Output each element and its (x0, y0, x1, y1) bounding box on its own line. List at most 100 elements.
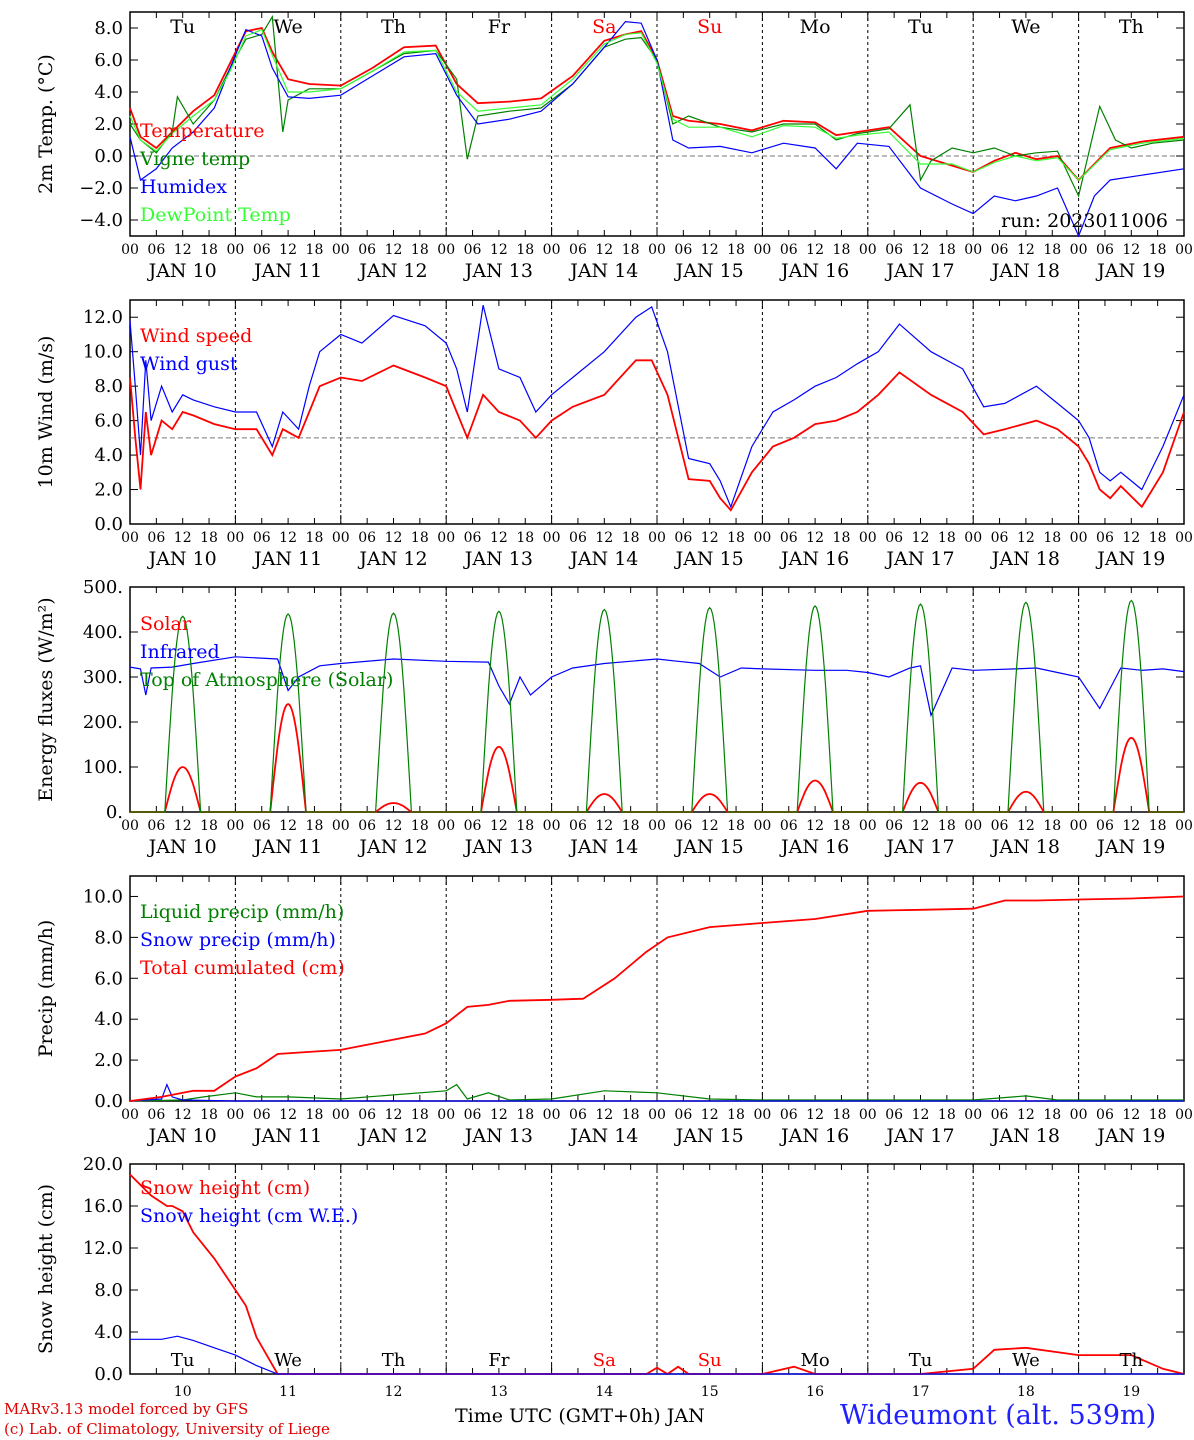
hour-tick-label: 12 (279, 242, 297, 258)
hour-tick-label: 00 (648, 530, 666, 546)
hour-tick-label: 00 (226, 530, 244, 546)
hour-tick-label: 00 (437, 530, 455, 546)
legend-entry: Vigne temp (139, 148, 250, 170)
lab-credit: (c) Lab. of Climatology, University of L… (4, 1420, 330, 1438)
hour-tick-label: 00 (648, 242, 666, 258)
series-line-wind-speed (129, 359, 1185, 512)
y-tick-label: 8.0 (94, 18, 123, 39)
hour-tick-label: 18 (200, 818, 218, 834)
date-label: JAN 12 (357, 548, 427, 570)
hour-tick-label: 00 (753, 530, 771, 546)
hour-tick-label: 12 (1122, 818, 1140, 834)
y-tick-label: 10.0 (83, 886, 123, 907)
date-label: JAN 16 (779, 260, 849, 282)
date-label: JAN 10 (147, 836, 217, 858)
series-line-snow-height-cm- (129, 1173, 1185, 1376)
weekday-label-bottom: We (274, 1350, 302, 1371)
hour-tick-label: 18 (306, 1107, 324, 1123)
hour-tick-label: 12 (1017, 242, 1035, 258)
hour-tick-label: 12 (385, 530, 403, 546)
date-label: JAN 14 (568, 1125, 638, 1147)
date-label: JAN 14 (568, 548, 638, 570)
y-tick-label: 0. (106, 802, 123, 823)
date-label: JAN 14 (568, 260, 638, 282)
hour-tick-label: 12 (595, 1107, 613, 1123)
weekday-label-top: We (1011, 16, 1040, 38)
weekday-label-bottom: Th (1119, 1350, 1143, 1371)
day-number-label: 13 (490, 1384, 508, 1400)
hour-tick-label: 12 (490, 1107, 508, 1123)
y-axis-label: Energy fluxes (W/m²) (35, 597, 57, 801)
date-label: JAN 11 (252, 1125, 322, 1147)
hour-tick-label: 06 (464, 1107, 482, 1123)
hour-tick-label: 06 (569, 530, 587, 546)
hour-tick-label: 18 (516, 530, 534, 546)
hour-tick-label: 12 (279, 1107, 297, 1123)
hour-tick-label: 18 (727, 1107, 745, 1123)
y-tick-label: 4.0 (94, 1322, 123, 1343)
series-line-total-cumulated-cm- (129, 895, 1185, 1102)
date-label: JAN 16 (779, 548, 849, 570)
date-label: JAN 19 (1095, 836, 1165, 858)
hour-tick-label: 00 (121, 1107, 139, 1123)
hour-tick-label: 00 (226, 242, 244, 258)
date-label: JAN 17 (884, 836, 954, 858)
hour-tick-label: 00 (859, 242, 877, 258)
time-axis-label: Time UTC (GMT+0h) JAN (455, 1405, 705, 1427)
date-label: JAN 13 (463, 1125, 533, 1147)
hour-tick-label: 12 (1122, 530, 1140, 546)
day-number-label: 16 (806, 1384, 824, 1400)
hour-tick-label: 18 (833, 1107, 851, 1123)
hour-tick-label: 18 (411, 530, 429, 546)
hour-tick-label: 18 (516, 242, 534, 258)
hour-tick-label: 12 (701, 530, 719, 546)
hour-tick-label: 12 (1122, 242, 1140, 258)
hour-tick-label: 06 (253, 1107, 271, 1123)
date-label: JAN 15 (674, 260, 744, 282)
y-tick-label: 16.0 (83, 1196, 123, 1217)
hour-tick-label: 00 (121, 242, 139, 258)
weekday-label-top: We (273, 16, 302, 38)
weekday-label-top: Tu (170, 16, 195, 38)
hour-tick-label: 00 (859, 530, 877, 546)
series-line-dewpoint-temp (129, 28, 1185, 181)
hour-tick-label: 18 (938, 530, 956, 546)
hour-tick-label: 12 (912, 818, 930, 834)
hour-tick-label: 18 (1149, 530, 1167, 546)
hour-tick-label: 00 (437, 1107, 455, 1123)
legend-entry: Snow height (cm) (140, 1177, 310, 1199)
run-label: run: 2023011006 (1001, 210, 1168, 232)
hour-tick-label: 00 (543, 1107, 561, 1123)
hour-tick-label: 00 (753, 818, 771, 834)
date-label: JAN 12 (357, 836, 427, 858)
y-tick-label: 0.0 (94, 514, 123, 535)
plot-frame (129, 11, 1185, 237)
hour-tick-label: 00 (1175, 818, 1193, 834)
hour-tick-label: 06 (1096, 1107, 1114, 1123)
series-line-wind-gust (129, 305, 1185, 509)
plot-frame (129, 299, 1185, 525)
date-label: JAN 12 (357, 260, 427, 282)
hour-tick-label: 00 (543, 818, 561, 834)
hour-tick-label: 00 (964, 818, 982, 834)
day-number-label: 18 (1017, 1384, 1035, 1400)
hour-tick-label: 06 (1096, 818, 1114, 834)
hour-tick-label: 06 (569, 242, 587, 258)
hour-tick-label: 12 (912, 530, 930, 546)
weekday-label-bottom: Su (698, 1350, 722, 1371)
weekday-label-top: Fr (488, 16, 511, 38)
hour-tick-label: 18 (833, 530, 851, 546)
date-label: JAN 18 (990, 260, 1060, 282)
hour-tick-label: 00 (964, 242, 982, 258)
hour-tick-label: 00 (226, 818, 244, 834)
hour-tick-label: 06 (358, 818, 376, 834)
hour-tick-label: 06 (885, 530, 903, 546)
y-tick-label: 6.0 (94, 50, 123, 71)
legend-entry: Humidex (140, 176, 227, 198)
weekday-label-bottom: We (1012, 1350, 1040, 1371)
weekday-label-bottom: Fr (488, 1350, 509, 1371)
hour-tick-label: 00 (1070, 530, 1088, 546)
hour-tick-label: 06 (358, 1107, 376, 1123)
y-tick-label: −2.0 (79, 178, 123, 199)
hour-tick-label: 12 (385, 818, 403, 834)
